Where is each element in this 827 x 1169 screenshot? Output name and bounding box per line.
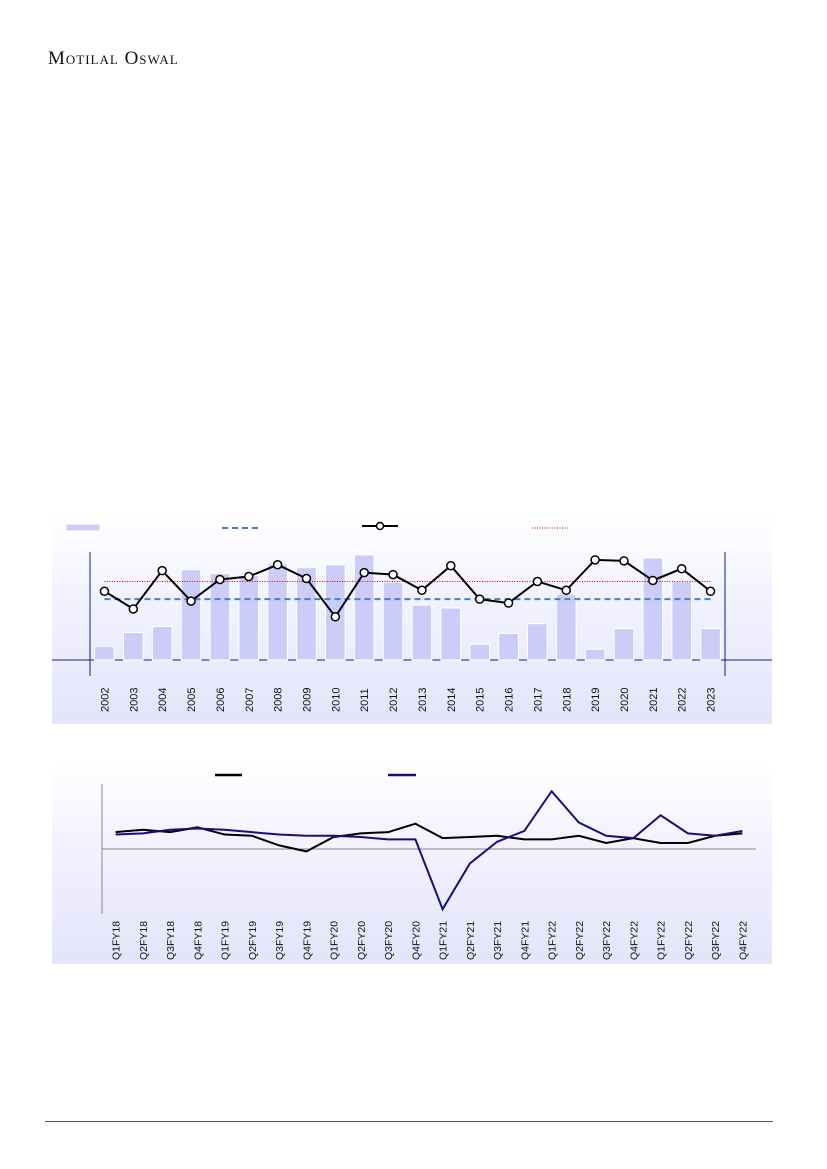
x-tick-label: 2019 xyxy=(590,688,602,712)
line-point xyxy=(503,598,514,608)
x-tick-label: Q2FY22 xyxy=(574,921,586,960)
x-tick-label: Q1FY19 xyxy=(220,921,232,960)
bar xyxy=(238,575,260,661)
x-tick-label: 2006 xyxy=(215,688,227,712)
quarterly-chart-svg: Q1FY18 Q2FY18 Q3FY18 Q4FY18 Q1FY19 Q2FY19 Q3FY… xyxy=(101,773,756,960)
x-tick-label: Q1FY22 xyxy=(656,921,668,960)
x-tick-label: Q3FY22 xyxy=(710,921,722,960)
series-line-navy xyxy=(115,789,743,912)
x-tick-label: 2013 xyxy=(417,688,429,712)
line-point xyxy=(359,567,369,578)
bar xyxy=(671,580,693,661)
x-tick-label: Q3FY21 xyxy=(492,921,504,960)
annual-chart-svg: 2002 2003 2004 2005 2006 2007 2008 2009 2010 2011… xyxy=(52,521,772,712)
line-point xyxy=(561,585,571,596)
x-tick-label: Q4FY22 xyxy=(737,921,749,960)
bar xyxy=(411,604,433,661)
line-point xyxy=(330,612,341,622)
line-point xyxy=(157,565,167,576)
line-point xyxy=(676,563,687,574)
x-tick-label: Q4FY21 xyxy=(519,921,531,960)
series-line xyxy=(103,558,712,619)
x-tick-label: 2014 xyxy=(446,688,458,712)
bar xyxy=(469,643,490,661)
annual-bar-line-chart: 2002 2003 2004 2005 2006 2007 2008 2009 2010 2011… xyxy=(52,514,772,724)
bar xyxy=(151,626,173,661)
x-tick-label: Q3FY18 xyxy=(165,921,177,960)
bar xyxy=(700,628,721,661)
bar xyxy=(209,573,231,661)
line-point xyxy=(272,560,283,570)
x-tick-label: 2007 xyxy=(244,688,256,712)
line-point xyxy=(590,555,600,565)
x-tick-label: Q1FY18 xyxy=(111,921,123,960)
x-tick-label: Q2FY21 xyxy=(465,921,477,960)
line-point xyxy=(619,556,629,566)
line-point xyxy=(244,571,254,582)
x-tick-label: 2010 xyxy=(330,688,342,712)
x-tick-label: 2022 xyxy=(677,688,689,712)
quarterly-line-chart: Q1FY18 Q2FY18 Q3FY18 Q4FY18 Q1FY19 Q2FY19 Q3FY… xyxy=(52,764,772,964)
x-tick-label: Q4FY20 xyxy=(410,921,422,960)
bar xyxy=(498,632,519,661)
x-tick-label: Q1FY20 xyxy=(329,921,341,960)
x-tick-label: 2004 xyxy=(157,688,169,712)
x-tick-label: 2021 xyxy=(648,688,660,712)
line-point xyxy=(301,573,312,584)
x-tick-label: 2002 xyxy=(99,688,111,712)
legend-swatch-marker xyxy=(375,521,385,531)
series-line-black xyxy=(115,822,743,853)
x-tick-label: 2003 xyxy=(128,688,140,712)
line-point xyxy=(186,596,196,606)
line-point xyxy=(417,585,427,596)
line-point xyxy=(474,594,485,604)
line-point xyxy=(128,604,139,614)
bar xyxy=(613,628,635,661)
bar xyxy=(555,593,577,661)
x-tick-label: 2015 xyxy=(475,688,487,712)
bar xyxy=(94,645,115,661)
x-tick-label: 2020 xyxy=(619,688,631,712)
x-tick-label: Q4FY19 xyxy=(301,921,313,960)
x-tick-label: 2008 xyxy=(273,688,285,712)
line-point xyxy=(648,575,658,586)
footer-rule xyxy=(45,1121,773,1122)
x-tick-label: 2017 xyxy=(532,688,544,712)
x-tick-label: Q3FY19 xyxy=(274,921,286,960)
x-tick-label: Q2FY20 xyxy=(356,921,368,960)
x-tick-label: Q4FY18 xyxy=(192,921,204,960)
x-tick-label: Q2FY18 xyxy=(138,921,150,960)
bar xyxy=(122,632,144,661)
x-tick-label: Q1FY21 xyxy=(438,921,450,960)
bar xyxy=(527,623,548,661)
line-point xyxy=(215,574,225,585)
bar xyxy=(267,563,288,661)
x-tick-label: 2009 xyxy=(301,688,313,712)
x-tick-label: 2011 xyxy=(359,688,371,712)
x-tick-label: 2012 xyxy=(388,688,400,712)
x-tick-label: Q3FY20 xyxy=(383,921,395,960)
x-tick-label: 2018 xyxy=(561,688,573,712)
x-tick-label: Q2FY19 xyxy=(247,921,259,960)
x-tick-label: 2005 xyxy=(186,688,198,712)
line-point xyxy=(446,560,456,571)
x-tick-label: Q2FY22 xyxy=(683,921,695,960)
line-point xyxy=(532,576,543,587)
bar xyxy=(642,557,664,661)
legend-swatch-bars xyxy=(65,523,101,532)
bar xyxy=(382,581,404,661)
bar xyxy=(440,607,462,661)
bar xyxy=(584,648,606,661)
x-tick-label: Q3FY22 xyxy=(601,921,613,960)
bar xyxy=(180,569,202,661)
company-logo: Motilal Oswal xyxy=(48,48,179,69)
bar xyxy=(296,567,317,661)
line-point xyxy=(388,569,398,580)
line-point xyxy=(99,586,110,597)
x-tick-label: 2023 xyxy=(706,688,718,712)
x-tick-label: Q4FY22 xyxy=(628,921,640,960)
x-tick-label: Q1FY22 xyxy=(547,921,559,960)
line-point xyxy=(705,586,716,597)
x-tick-label: 2016 xyxy=(504,688,516,712)
